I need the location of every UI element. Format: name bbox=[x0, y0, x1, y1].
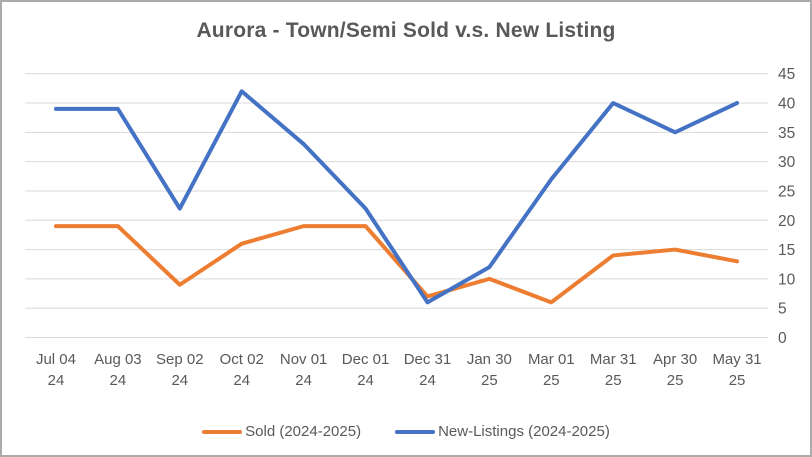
new-listings-series-swatch-icon bbox=[395, 429, 436, 434]
legend-item-sold: Sold (2024-2025) bbox=[202, 423, 361, 440]
x-tick-label-year: 25 bbox=[729, 372, 746, 389]
x-tick-label-date: Nov 01 bbox=[280, 351, 328, 368]
x-tick-label-date: Apr 30 bbox=[653, 351, 697, 368]
x-tick-label-year: 24 bbox=[233, 372, 250, 389]
chart-legend: Sold (2024-2025) New-Listings (2024-2025… bbox=[2, 423, 810, 440]
x-tick-label-year: 24 bbox=[295, 372, 312, 389]
x-tick-label-year: 24 bbox=[357, 372, 374, 389]
sold-series-line bbox=[53, 224, 740, 305]
y-tick-label: 0 bbox=[778, 330, 787, 347]
sold-legend-label: Sold (2024-2025) bbox=[245, 423, 362, 440]
y-tick-label: 40 bbox=[778, 96, 796, 113]
sold-series-swatch-icon bbox=[202, 429, 243, 434]
y-tick-label: 20 bbox=[778, 213, 796, 230]
x-tick-label-date: Dec 01 bbox=[342, 351, 390, 368]
x-tick-label-year: 24 bbox=[110, 372, 127, 389]
y-tick-label: 10 bbox=[778, 271, 796, 288]
x-tick-label-date: Dec 31 bbox=[404, 351, 452, 368]
y-tick-label: 45 bbox=[778, 66, 795, 83]
new-listings-legend-label: New-Listings (2024-2025) bbox=[438, 423, 610, 440]
y-tick-label: 30 bbox=[778, 154, 796, 171]
x-tick-label-year: 24 bbox=[419, 372, 436, 389]
x-tick-label-year: 24 bbox=[48, 372, 65, 389]
x-tick-label-date: Mar 01 bbox=[528, 351, 575, 368]
x-tick-label-date: Oct 02 bbox=[220, 351, 264, 368]
legend-item-new-listings: New-Listings (2024-2025) bbox=[395, 423, 610, 440]
x-tick-label-date: May 31 bbox=[712, 351, 761, 368]
y-tick-label: 35 bbox=[778, 125, 795, 142]
y-tick-label: 15 bbox=[778, 242, 795, 259]
x-tick-label-date: Jan 30 bbox=[467, 351, 512, 368]
x-tick-label-date: Aug 03 bbox=[94, 351, 142, 368]
x-tick-label-year: 25 bbox=[481, 372, 498, 389]
x-tick-label-year: 24 bbox=[171, 372, 188, 389]
x-tick-label-date: Sep 02 bbox=[156, 351, 204, 368]
x-tick-label-year: 25 bbox=[543, 372, 560, 389]
x-tick-label-year: 25 bbox=[605, 372, 622, 389]
y-tick-label: 25 bbox=[778, 183, 795, 200]
x-tick-label-date: Jul 04 bbox=[36, 351, 76, 368]
x-tick-label-date: Mar 31 bbox=[590, 351, 637, 368]
new-listings-series-line bbox=[53, 89, 740, 305]
y-tick-label: 5 bbox=[778, 301, 787, 318]
x-tick-label-year: 25 bbox=[667, 372, 684, 389]
chart-title: Aurora - Town/Semi Sold v.s. New Listing bbox=[196, 19, 616, 42]
